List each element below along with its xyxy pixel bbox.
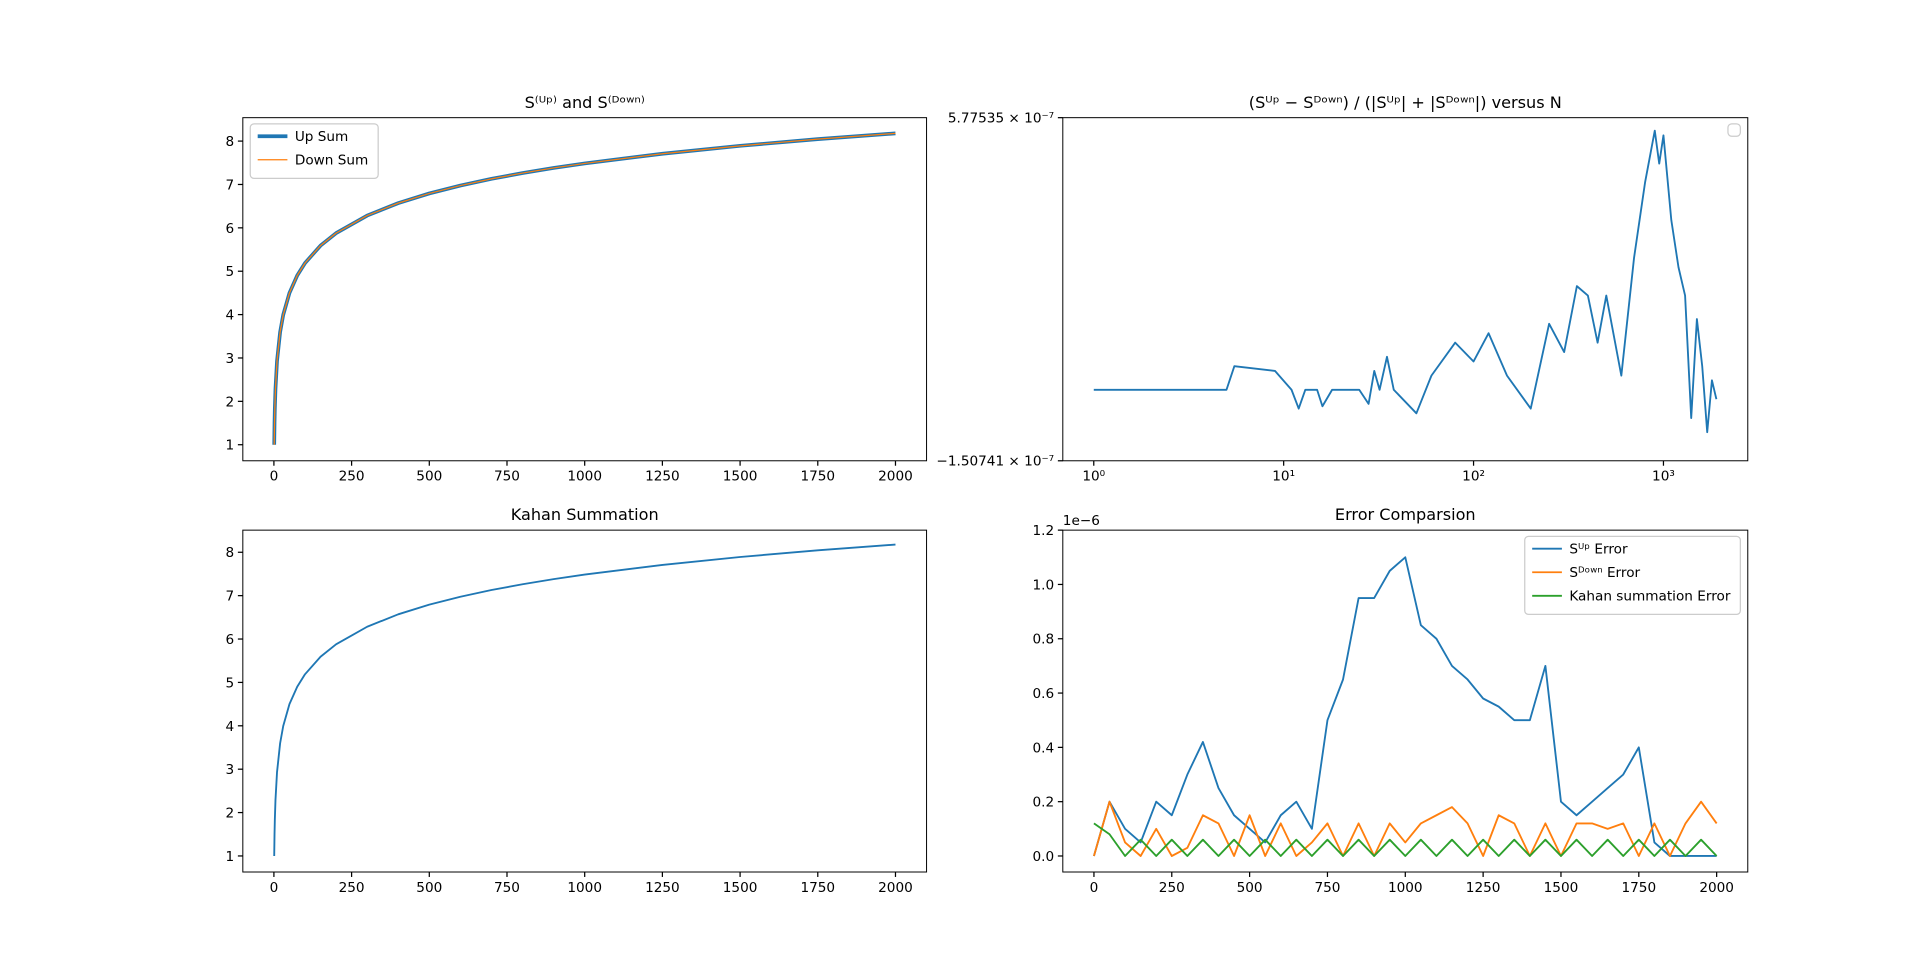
y-tick-label: 2 [225, 806, 234, 822]
chart-title: (Sᵁᵖ − Sᴰᵒʷⁿ) / (|Sᵁᵖ| + |Sᴰᵒʷⁿ|) versus… [1249, 93, 1562, 112]
y-tick-label: 4 [225, 308, 234, 324]
legend-label: Sᴰᵒʷⁿ Error [1569, 565, 1640, 581]
chart-title: Error Comparsion [1335, 505, 1476, 524]
y-tick-label: 0.4 [1032, 740, 1054, 756]
y-tick-label: 1 [225, 849, 234, 865]
y-tick-label: 5 [225, 675, 234, 691]
x-tick-label: 0 [270, 469, 279, 485]
legend: Sᵁᵖ Error Sᴰᵒʷⁿ Error Kahan summation Erro… [1524, 535, 1741, 615]
y-tick-label: −1.50741 × 10⁻⁷ [936, 454, 1054, 470]
x-tick-label: 250 [339, 880, 365, 896]
x-tick-label: 1250 [1466, 880, 1501, 896]
chart-title: Kahan Summation [511, 505, 659, 524]
y-offset-label: 1e−6 [1063, 513, 1100, 529]
x-tick-label: 1500 [723, 469, 758, 485]
x-tick-label: 2000 [1699, 880, 1734, 896]
y-tick-label: 0.0 [1032, 849, 1054, 865]
data-line [1093, 556, 1717, 857]
data-line [1093, 822, 1718, 857]
y-tick-label: 0.6 [1032, 686, 1054, 702]
x-tick-label: 1250 [645, 469, 680, 485]
data-line [272, 131, 896, 445]
legend-label: Kahan summation Error [1569, 589, 1730, 605]
y-tick-label: 5 [225, 264, 234, 280]
legend-label: Up Sum [295, 129, 348, 145]
data-line [273, 132, 896, 445]
x-tick-label: 1750 [1621, 880, 1656, 896]
x-tick-label: 750 [494, 469, 520, 485]
y-tick-label: 8 [225, 545, 234, 561]
x-tick-label: 10² [1462, 469, 1485, 485]
x-tick-label: 250 [1159, 880, 1185, 896]
y-tick-label: 4 [225, 719, 234, 735]
y-tick-label: 7 [225, 177, 234, 193]
x-tick-label: 10⁰ [1082, 469, 1105, 485]
x-tick-label: 500 [416, 880, 442, 896]
y-tick-label: 3 [225, 351, 234, 367]
y-tick-label: 8 [225, 134, 234, 150]
y-tick-label: 1 [225, 438, 234, 454]
axes-frame [1062, 117, 1749, 462]
chart-title: S⁽ᵁᵖ⁾ and S⁽ᴰᵒʷⁿ⁾ [525, 93, 645, 112]
x-tick-label: 10³ [1652, 469, 1675, 485]
axes-frame [242, 117, 928, 462]
x-tick-label: 0 [1090, 880, 1099, 896]
y-tick-label: 1.2 [1032, 523, 1054, 539]
x-tick-label: 2000 [878, 880, 913, 896]
x-tick-label: 2000 [878, 469, 913, 485]
data-line [1093, 129, 1718, 434]
legend [1727, 123, 1741, 137]
x-tick-label: 1000 [567, 469, 602, 485]
legend-frame [1524, 535, 1741, 615]
y-tick-label: 7 [225, 589, 234, 605]
x-tick-label: 500 [1237, 880, 1263, 896]
data-line [1093, 800, 1718, 857]
x-tick-label: 10¹ [1272, 469, 1295, 485]
legend: Up Sum Down Sum [249, 123, 379, 179]
axes-frame [1062, 529, 1749, 873]
y-tick-label: 0.8 [1032, 632, 1054, 648]
legend-label: Down Sum [295, 153, 368, 169]
x-tick-label: 500 [416, 469, 442, 485]
x-tick-label: 1000 [1388, 880, 1423, 896]
y-tick-label: 0.2 [1032, 795, 1054, 811]
data-line [273, 543, 896, 856]
axes-frame [242, 529, 928, 873]
x-tick-label: 250 [339, 469, 365, 485]
legend-label: Sᵁᵖ Error [1569, 542, 1628, 558]
y-tick-label: 6 [225, 221, 234, 237]
x-tick-label: 1750 [800, 880, 835, 896]
x-tick-label: 1500 [723, 880, 758, 896]
x-tick-label: 750 [1314, 880, 1340, 896]
x-tick-label: 1750 [800, 469, 835, 485]
x-tick-label: 750 [494, 880, 520, 896]
x-tick-label: 1000 [567, 880, 602, 896]
y-tick-label: 1.0 [1032, 577, 1054, 593]
x-tick-label: 0 [270, 880, 279, 896]
y-tick-label: 2 [225, 394, 234, 410]
x-tick-label: 1250 [645, 880, 680, 896]
x-tick-label: 1500 [1544, 880, 1579, 896]
y-tick-label: 6 [225, 632, 234, 648]
y-tick-label: 3 [225, 762, 234, 778]
legend-frame [1727, 123, 1741, 137]
y-tick-label: 5.77535 × 10⁻⁷ [948, 111, 1054, 127]
